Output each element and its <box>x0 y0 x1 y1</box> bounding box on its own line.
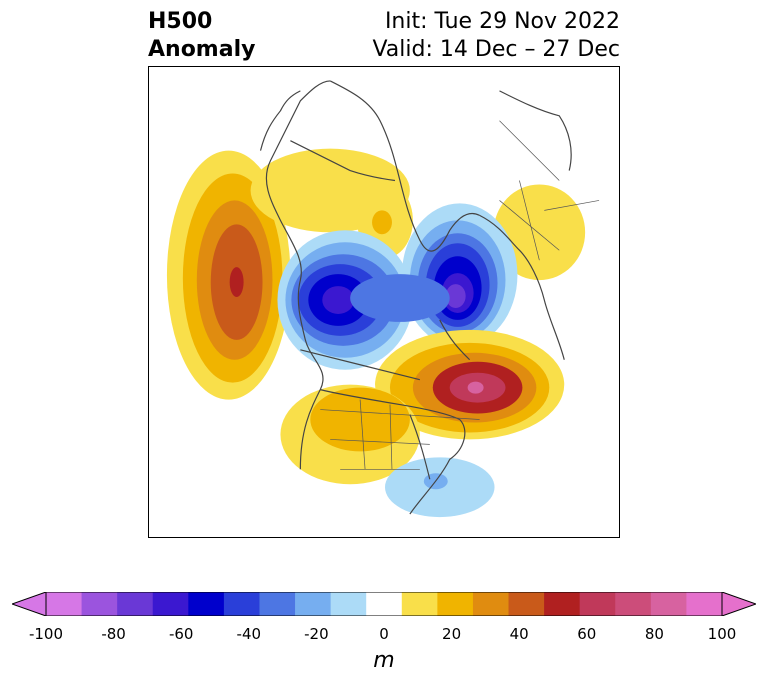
colorbar-segment <box>295 592 332 616</box>
anomaly-arctic-trough-east <box>401 203 518 347</box>
colorbar-tick-label: -80 <box>101 625 126 643</box>
colorbar-segment <box>152 592 189 616</box>
anomaly-west-us-ridge <box>280 384 420 485</box>
colorbar-segment <box>117 592 154 616</box>
colorbar-tick-label: 60 <box>577 625 597 643</box>
colorbar-segment <box>650 592 687 616</box>
colorbar-segment <box>259 592 296 616</box>
colorbar-tick-label: 20 <box>442 625 462 643</box>
colorbar-tick-label: -40 <box>236 625 262 643</box>
colorbar-outline <box>45 592 723 616</box>
init-date: Init: Tue 29 Nov 2022 <box>384 9 620 34</box>
colorbar-segment <box>81 592 118 616</box>
date-info: Init: Tue 29 Nov 2022 Valid: 14 Dec – 27… <box>372 8 620 64</box>
colorbar-tick-label: -100 <box>28 625 64 643</box>
colorbar-segment <box>472 592 510 616</box>
anomaly-arctic-trough-west <box>277 230 413 370</box>
colorbar-extend-over <box>721 592 756 616</box>
colorbar-segment <box>330 592 367 616</box>
colorbar-segment <box>508 592 545 616</box>
colorbar-segment <box>615 592 652 616</box>
colorbar-segment <box>366 592 403 616</box>
colorbar-tick-label: 80 <box>644 625 664 643</box>
map-title: H500 Anomaly <box>148 8 255 64</box>
anomaly-southeast-trough <box>384 457 495 518</box>
valid-range: Valid: 14 Dec – 27 Dec <box>372 37 620 62</box>
anomaly-pacific-ridge <box>166 150 291 400</box>
colorbar-tick-label: 40 <box>509 625 529 643</box>
colorbar-tick-label: 0 <box>379 625 389 643</box>
anomaly-trough-bridge <box>350 274 450 322</box>
colorbar-segment <box>188 592 225 616</box>
colorbar-segment <box>544 592 581 616</box>
map-svg <box>166 80 600 518</box>
colorbar-tick-label: 100 <box>707 625 737 643</box>
colorbar-segment <box>686 592 723 616</box>
colorbar-unit: m <box>373 648 395 673</box>
colorbar-segment <box>579 592 616 616</box>
colorbar-tick-label: -60 <box>168 625 194 643</box>
country-borders <box>320 120 600 470</box>
coastlines <box>259 80 572 515</box>
colorbar <box>12 592 756 616</box>
colorbar-tick-label: -20 <box>304 625 329 643</box>
title-line-1: H500 <box>148 9 213 34</box>
colorbar-segment <box>46 592 83 616</box>
anomaly-europe-ridge <box>493 184 586 281</box>
anomaly-map <box>148 66 620 538</box>
colorbar-extend-under <box>12 592 47 616</box>
title-line-2: Anomaly <box>148 37 256 62</box>
colorbar-segment <box>437 592 474 616</box>
colorbar-segment <box>223 592 260 616</box>
colorbar-segment <box>401 592 438 616</box>
